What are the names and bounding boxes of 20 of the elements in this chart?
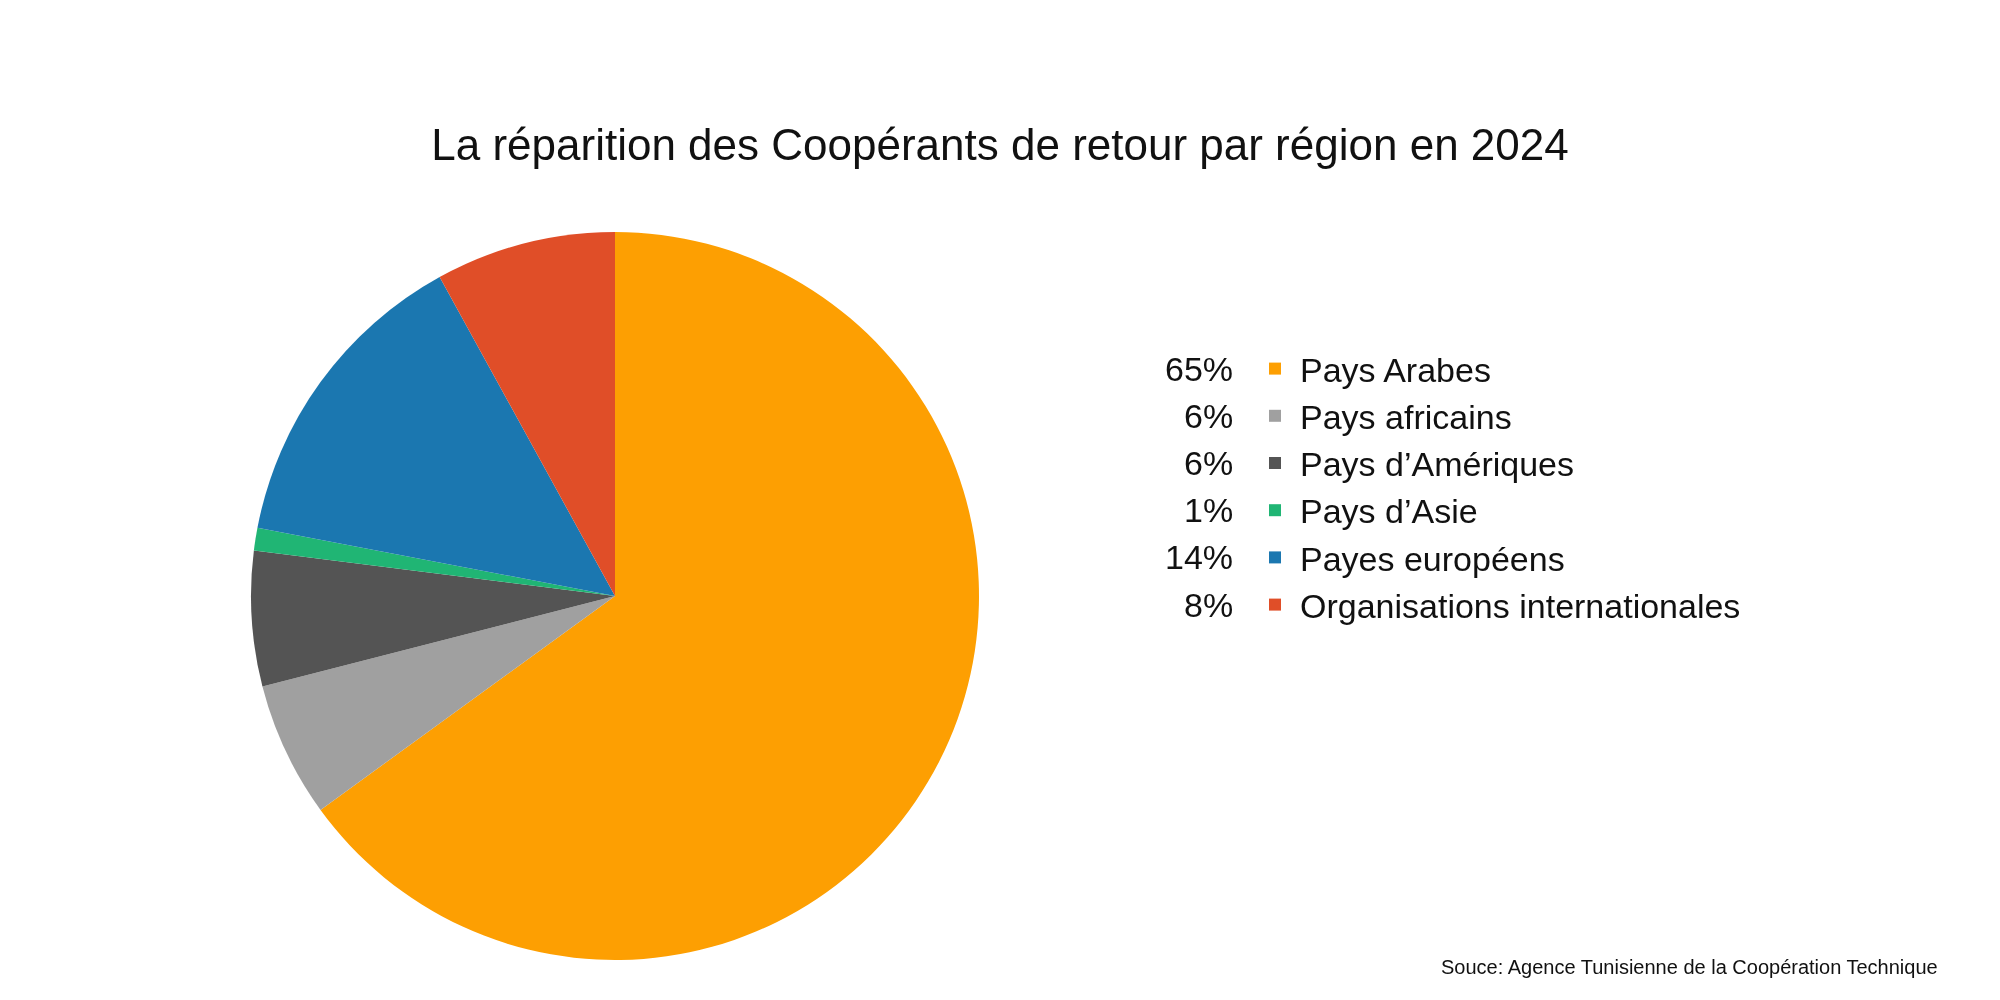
data-label: 1% <box>1184 491 1234 529</box>
data-label: 6% <box>1184 397 1234 435</box>
legend-label: Pays Arabes <box>1300 350 1491 389</box>
pie-slice <box>439 232 615 596</box>
data-label: 6% <box>1184 444 1234 482</box>
data-label: 65% <box>1165 350 1234 388</box>
data-label: 8% <box>1184 586 1234 624</box>
legend-label: Pays d’Amériques <box>1300 445 1575 484</box>
legend-label: Organisations internationales <box>1300 586 1741 625</box>
legend-label: Pays d’Asie <box>1300 492 1478 531</box>
text: Souce: Agence Tunisienne de la Coopération Technique <box>1441 956 1938 978</box>
pie-slice <box>320 232 979 960</box>
chart-title: La réparition des Coopérants de retour par région en 2024 <box>431 120 1569 170</box>
legend-label: Payes européens <box>1300 539 1565 578</box>
pie-slice <box>251 550 615 687</box>
pie-slice <box>262 596 615 810</box>
pie-slice <box>257 277 615 596</box>
legend-label: Pays africains <box>1300 398 1512 437</box>
pie-slice <box>253 527 615 596</box>
data-label: 14% <box>1165 538 1234 576</box>
